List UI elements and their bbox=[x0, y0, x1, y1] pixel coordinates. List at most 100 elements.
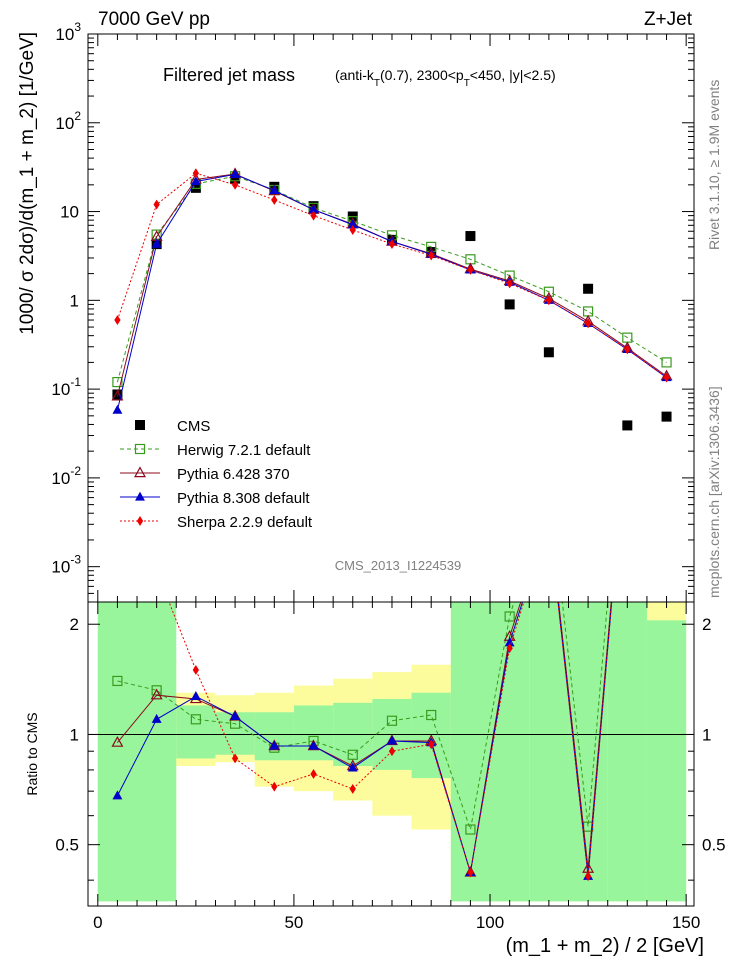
legend-label-herwig: Herwig 7.2.1 default bbox=[177, 442, 311, 459]
x-tick-label: 150 bbox=[672, 913, 700, 932]
point-pythia8 bbox=[308, 204, 319, 214]
point-herwig bbox=[112, 376, 123, 388]
point-cms bbox=[504, 299, 515, 310]
point-sherpa bbox=[388, 239, 396, 250]
ratio-point-sherpa bbox=[192, 665, 200, 675]
ratio-point-pythia8 bbox=[387, 735, 397, 745]
y-tick-label: 1 bbox=[70, 291, 79, 310]
series-line-herwig bbox=[116, 175, 667, 383]
ratio-point-pythia8 bbox=[504, 637, 515, 647]
point-pythia8 bbox=[112, 404, 123, 414]
band-inner bbox=[529, 602, 569, 902]
ratio-point-sherpa bbox=[506, 643, 513, 654]
ratio-point-pythia8 bbox=[347, 762, 358, 772]
series-herwig bbox=[112, 171, 672, 388]
legend-label-pythia6: Pythia 6.428 370 bbox=[177, 466, 290, 483]
point-sherpa bbox=[663, 372, 670, 383]
band-inner bbox=[293, 705, 334, 761]
ratio-series-sherpa bbox=[168, 602, 613, 882]
point-sherpa bbox=[584, 318, 592, 329]
series-cms bbox=[112, 173, 672, 431]
ratio-point-herwig bbox=[190, 714, 201, 725]
point-sherpa bbox=[192, 168, 200, 179]
ratio-y-tick-label-right: 0.5 bbox=[702, 836, 726, 855]
ratio-line-herwig bbox=[117, 602, 609, 832]
energy-label: 7000 GeV pp bbox=[98, 9, 210, 30]
point-sherpa bbox=[231, 179, 239, 190]
chart-title: Filtered jet mass bbox=[163, 65, 295, 85]
x-tick-label: 50 bbox=[284, 913, 303, 932]
ratio-y-tick-label: 0.5 bbox=[55, 836, 79, 855]
point-sherpa bbox=[349, 225, 356, 235]
legend-marker-cms bbox=[135, 420, 145, 430]
ratio-point-sherpa bbox=[584, 871, 592, 882]
point-sherpa bbox=[428, 250, 435, 261]
process-label: Z+Jet bbox=[644, 9, 693, 30]
ratio-plot-panel: 0.5 0.5 1 1 2 2 0 50 100 150 bbox=[55, 601, 726, 932]
ratio-point-herwig bbox=[386, 715, 398, 726]
band-inner bbox=[450, 602, 491, 902]
legend-marker-sherpa bbox=[136, 516, 144, 526]
ratio-point-pythia6 bbox=[150, 688, 163, 700]
legend-label-cms: CMS bbox=[177, 418, 210, 435]
y-axis-title: 1000/ σ 2dσ)/d(m_1 + m_2) [1/GeV] bbox=[17, 32, 38, 335]
ratio-ticks bbox=[88, 602, 694, 906]
x-tick-label: 0 bbox=[93, 913, 102, 932]
y-tick-label: 10 bbox=[60, 203, 79, 222]
point-sherpa bbox=[310, 210, 317, 221]
ratio-point-herwig bbox=[465, 824, 476, 835]
ratio-y-tick-label: 1 bbox=[70, 725, 79, 744]
ratio-point-pythia8 bbox=[308, 740, 319, 750]
ratio-frame bbox=[87, 601, 695, 907]
point-sherpa bbox=[467, 264, 474, 275]
ratio-tick-labels: 0.5 0.5 1 1 2 2 0 50 100 150 bbox=[55, 615, 725, 932]
point-sherpa bbox=[506, 278, 513, 289]
band-inner bbox=[97, 602, 138, 902]
band-inner bbox=[137, 602, 177, 902]
ratio-point-pythia8 bbox=[112, 790, 123, 800]
chart-title-detail: (anti-kT(0.7), 2300<pT<450, |y|<2.5) bbox=[335, 67, 556, 89]
point-pythia8 bbox=[151, 238, 162, 248]
y-tick-label: 103 bbox=[55, 20, 81, 44]
y-tick-label: 102 bbox=[55, 109, 81, 133]
ratio-line-sherpa bbox=[168, 602, 613, 877]
point-cms bbox=[661, 411, 672, 422]
main-plot-panel: 10-3 10-2 10-1 1 10 102 103 bbox=[51, 20, 695, 603]
ratio-y-tick-label: 2 bbox=[70, 615, 79, 634]
point-sherpa bbox=[114, 315, 121, 325]
ratio-plot-area bbox=[88, 602, 694, 902]
point-cms bbox=[230, 173, 241, 184]
rivet-label: Rivet 3.1.10, ≥ 1.9M events bbox=[706, 80, 722, 250]
point-cms bbox=[622, 420, 633, 431]
watermark-label: CMS_2013_I1224539 bbox=[335, 558, 462, 573]
legend-label-sherpa: Sherpa 2.2.9 default bbox=[177, 514, 313, 531]
ratio-point-pythia8 bbox=[151, 713, 162, 723]
series-sherpa bbox=[114, 168, 670, 383]
band-inner bbox=[646, 620, 687, 902]
y-tick-label: 10-3 bbox=[51, 553, 81, 577]
band-inner bbox=[607, 602, 647, 902]
y-tick-label: 10-2 bbox=[51, 464, 81, 488]
point-cms bbox=[583, 283, 594, 294]
y-tick-label: 10-1 bbox=[51, 375, 81, 399]
y-tick-labels: 10-3 10-2 10-1 1 10 102 103 bbox=[51, 20, 81, 577]
x-tick-label: 100 bbox=[476, 913, 504, 932]
ratio-point-sherpa bbox=[428, 739, 435, 750]
point-pythia8 bbox=[269, 185, 280, 195]
point-pythia8 bbox=[190, 176, 201, 186]
mcplots-label: mcplots.cern.ch [arXiv:1306.3436] bbox=[706, 386, 722, 598]
point-sherpa bbox=[153, 199, 160, 210]
ratio-y-tick-label-right: 1 bbox=[702, 725, 711, 744]
legend: CMS Herwig 7.2.1 default Pythia 6.428 370 P… bbox=[120, 418, 313, 531]
ratio-point-pythia8 bbox=[190, 691, 201, 701]
ratio-point-sherpa bbox=[349, 783, 356, 794]
ratio-point-herwig bbox=[504, 611, 515, 622]
point-herwig bbox=[661, 357, 672, 368]
ratio-point-sherpa bbox=[467, 867, 474, 878]
band-inner bbox=[176, 705, 216, 759]
ratio-y-tick-label-right: 2 bbox=[702, 615, 711, 634]
point-pythia8 bbox=[347, 219, 358, 229]
ratio-point-herwig bbox=[112, 675, 123, 687]
legend-marker-herwig bbox=[134, 443, 146, 455]
